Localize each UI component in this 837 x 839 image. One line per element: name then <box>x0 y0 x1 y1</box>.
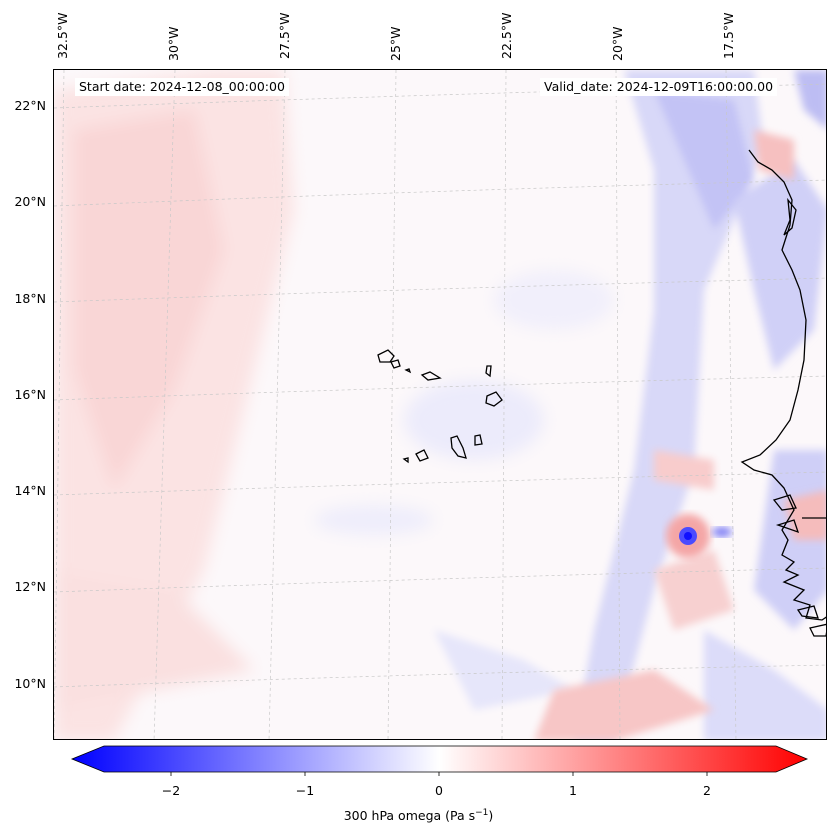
island-maio <box>474 434 483 446</box>
colorbar-tick-label: 0 <box>435 783 443 798</box>
colorbar-tick-label: 1 <box>569 783 577 798</box>
lat-label: 10°N <box>14 676 46 691</box>
lon-label: 20°W <box>610 26 625 61</box>
island-fogo <box>415 449 429 462</box>
lon-label: 32.5°W <box>55 12 70 59</box>
island-sal <box>485 365 492 378</box>
map-gridlines <box>54 70 826 739</box>
convective-cell <box>666 514 732 558</box>
omega-field-map <box>54 70 826 739</box>
lon-label: 25°W <box>388 26 403 61</box>
lat-label: 14°N <box>14 483 46 498</box>
map-plot-area[interactable] <box>53 69 827 740</box>
positive-omega-patches-east <box>534 130 826 739</box>
lat-label: 20°N <box>14 194 46 209</box>
colorbar-label-main: 300 hPa omega (Pa s <box>343 808 476 824</box>
island-sao-nicolau <box>420 371 442 381</box>
lat-label: 18°N <box>14 291 46 306</box>
lon-label: 17.5°W <box>721 12 736 59</box>
colorbar-tick-label: −2 <box>161 783 181 798</box>
island-boa-vista <box>485 391 503 407</box>
lat-label: 22°N <box>14 98 46 113</box>
lon-label: 30°W <box>166 26 181 61</box>
island-santa-luzia <box>404 368 412 374</box>
positive-omega-region-west <box>54 70 294 739</box>
colorbar-gradient <box>70 745 809 773</box>
lon-label: 22.5°W <box>499 12 514 59</box>
lat-label: 12°N <box>14 579 46 594</box>
island-santiago <box>450 435 467 459</box>
negative-omega-region-central <box>314 270 614 535</box>
colorbar-label: 300 hPa omega (Pa s−1) <box>0 808 837 823</box>
cape-verde-islands <box>377 349 503 464</box>
start-date-label: Start date: 2024-12-08_00:00:00 <box>75 78 289 96</box>
lat-label: 16°N <box>14 387 46 402</box>
valid-date-label: Valid_date: 2024-12-09T16:00:00.00 <box>540 78 778 96</box>
island-sao-vicente <box>390 359 401 369</box>
colorbar-tick-marks <box>170 772 708 776</box>
coastline <box>740 149 826 637</box>
colorbar-label-end: ) <box>488 808 494 824</box>
lon-label: 27.5°W <box>277 12 292 59</box>
island-brava <box>402 457 409 464</box>
colorbar-label-exponent: −1 <box>475 808 489 818</box>
colorbar-tick-label: −1 <box>295 783 315 798</box>
island-santo-antao <box>377 349 395 363</box>
colorbar-tick-label: 2 <box>703 783 711 798</box>
